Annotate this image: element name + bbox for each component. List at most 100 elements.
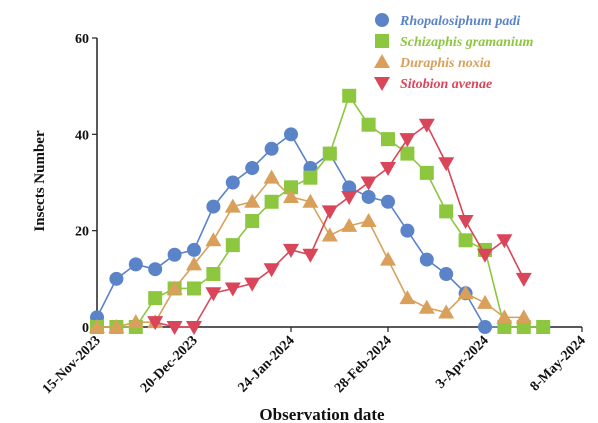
- x-tick-label: 28-Feb-2024: [332, 333, 395, 396]
- legend: Rhopalosiphum padi Schizaphis gramanium Du…: [374, 13, 534, 92]
- legend-label: Sitobion avenae: [400, 77, 492, 92]
- data-point: [303, 170, 318, 185]
- data-point: [400, 146, 415, 161]
- data-point: [342, 180, 357, 195]
- data-point: [225, 238, 240, 253]
- data-point: [457, 285, 474, 300]
- data-point: [148, 291, 163, 306]
- data-point: [380, 162, 396, 177]
- data-point: [477, 294, 493, 309]
- data-point: [187, 242, 201, 257]
- data-point: [186, 256, 202, 271]
- data-point: [439, 204, 454, 219]
- data-point: [245, 214, 260, 229]
- data-point: [419, 165, 434, 180]
- legend-marker: [375, 13, 389, 27]
- y-tick-label: 40: [75, 128, 89, 143]
- data-point: [264, 141, 279, 156]
- data-point: [438, 304, 455, 319]
- data-point: [264, 194, 279, 209]
- data-point: [360, 176, 377, 191]
- legend-label: Duraphis noxia: [399, 56, 491, 71]
- data-point: [187, 281, 201, 296]
- data-point: [186, 321, 202, 335]
- series-line: [97, 94, 544, 328]
- data-point: [205, 287, 222, 302]
- x-tick-label: 3-Apr-2024: [433, 333, 492, 392]
- y-axis-title: Insects Number: [32, 130, 48, 232]
- data-point: [321, 227, 338, 242]
- legend-label: Schizaphis gramanium: [400, 35, 534, 50]
- data-point: [206, 267, 221, 282]
- data-point: [321, 205, 338, 220]
- data-point: [361, 117, 376, 132]
- data-point: [284, 180, 298, 195]
- x-tick-label: 8-May-2024: [528, 333, 589, 394]
- legend-marker: [374, 77, 390, 91]
- data-point: [263, 169, 280, 184]
- data-point: [497, 320, 512, 334]
- data-point: [477, 248, 493, 263]
- data-point: [206, 199, 221, 214]
- data-point: [457, 215, 474, 230]
- data-point: [516, 320, 531, 334]
- series-4: [147, 118, 532, 335]
- data-point: [380, 251, 396, 266]
- x-tick-label: 20-Dec-2023: [138, 333, 201, 396]
- x-tick-label: 15-Nov-2023: [40, 333, 104, 397]
- data-point: [109, 271, 124, 286]
- legend-marker: [374, 54, 390, 68]
- data-point: [302, 248, 319, 263]
- data-point: [263, 263, 280, 278]
- data-point: [419, 252, 434, 267]
- data-point: [515, 309, 532, 324]
- y-tick-label: 0: [82, 321, 89, 336]
- data-point: [399, 290, 416, 305]
- data-point: [322, 146, 337, 161]
- data-point: [128, 257, 143, 272]
- data-point: [381, 194, 395, 209]
- data-point: [225, 175, 240, 190]
- data-point: [302, 193, 319, 208]
- data-point: [418, 118, 435, 133]
- axes-layer: 0 20 40 60 15-Nov-2023 20-Dec-2023 24-Jan-2024…: [40, 32, 589, 397]
- x-tick-label: 24-Jan-2024: [236, 333, 298, 395]
- legend-marker: [375, 34, 389, 48]
- data-point: [342, 88, 357, 103]
- series-2: [90, 88, 551, 334]
- data-point: [341, 217, 358, 232]
- data-point: [458, 233, 473, 248]
- data-point: [361, 189, 376, 204]
- data-point: [515, 272, 532, 287]
- x-axis-title: Observation date: [259, 405, 385, 423]
- y-tick-label: 20: [75, 225, 89, 240]
- data-point: [399, 133, 416, 148]
- data-point: [418, 299, 435, 314]
- data-point: [205, 232, 222, 247]
- data-point: [224, 282, 241, 297]
- data-point: [439, 267, 454, 282]
- data-point: [496, 309, 513, 324]
- data-point: [283, 188, 299, 203]
- data-point: [284, 127, 298, 142]
- data-point: [400, 223, 415, 238]
- series-3: [89, 169, 532, 333]
- data-point: [127, 314, 144, 329]
- data-point: [341, 190, 358, 205]
- data-point: [89, 319, 105, 333]
- data-point: [438, 157, 455, 172]
- data-point: [381, 132, 395, 147]
- data-point: [360, 213, 377, 228]
- data-point: [147, 316, 164, 331]
- data-point: [224, 198, 241, 213]
- legend-label: Rhopalosiphum padi: [399, 14, 520, 29]
- y-tick-label: 60: [75, 32, 89, 47]
- data-point: [478, 320, 492, 334]
- data-point: [283, 243, 299, 258]
- series-layer: [89, 88, 551, 335]
- data-point: [244, 193, 261, 208]
- data-point: [244, 277, 261, 292]
- data-point: [536, 320, 551, 334]
- data-point: [148, 262, 163, 277]
